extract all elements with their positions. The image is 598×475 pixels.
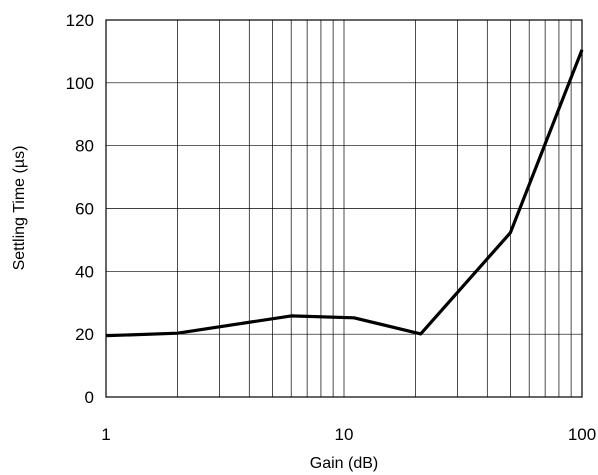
y-tick-label: 40: [75, 262, 94, 281]
x-tick-labels: 1 10 100: [101, 425, 596, 444]
x-axis-label: Gain (dB): [310, 455, 378, 472]
y-tick-label: 120: [66, 11, 94, 30]
series-group: [105, 49, 584, 338]
y-tick-label: 100: [66, 74, 94, 93]
x-tick-label: 1: [101, 425, 110, 444]
y-tick-label: 0: [85, 388, 94, 407]
x-tick-label: 100: [568, 425, 596, 444]
series-line: [105, 49, 584, 338]
y-tick-label: 20: [75, 325, 94, 344]
y-tick-label: 60: [75, 200, 94, 219]
y-tick-labels: 0 20 40 60 80 100 120: [66, 11, 94, 407]
y-axis-label: Settling Time (µs): [11, 146, 28, 271]
grid: [106, 20, 582, 397]
x-tick-label: 10: [335, 425, 354, 444]
y-tick-label: 80: [75, 137, 94, 156]
plot-frame: [105, 19, 583, 398]
